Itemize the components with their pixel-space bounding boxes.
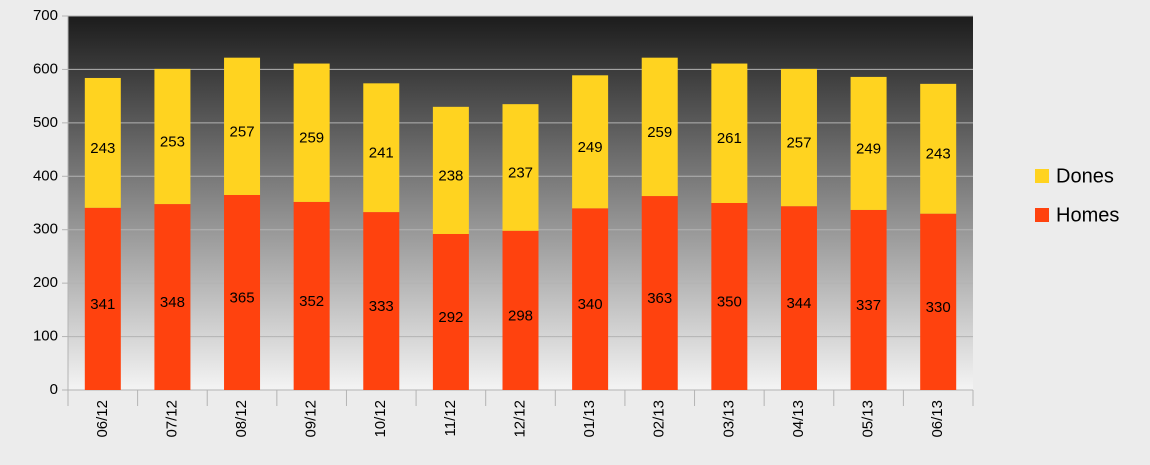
legend-label: Homes [1056,204,1119,226]
bar-segment [432,106,469,234]
data-label: 298 [508,307,533,324]
x-tick-label: 10/12 [372,400,389,438]
data-label: 341 [90,296,115,313]
data-label: 340 [578,296,603,313]
legend-label: Dones [1056,165,1114,187]
y-tick-label: 600 [33,60,58,77]
bar-segment [502,104,539,231]
y-tick-label: 100 [33,328,58,345]
bar-segment [850,76,887,210]
bar-segment [363,83,400,213]
data-label: 257 [230,123,255,140]
y-tick-label: 300 [33,221,58,238]
x-tick-label: 07/12 [163,400,180,438]
bar-segment [572,208,609,390]
x-tick-label: 01/13 [581,400,598,438]
bar-segment [154,204,191,390]
legend-swatch [1035,169,1049,183]
data-label: 363 [647,290,672,307]
data-label: 352 [299,293,324,310]
x-tick-label: 02/13 [651,400,668,438]
data-label: 241 [369,145,394,162]
data-label: 238 [438,167,463,184]
data-label: 257 [786,135,811,152]
legend-swatch [1035,208,1049,222]
bar-segment [920,213,957,390]
data-label: 292 [438,309,463,326]
bar-segment [293,63,330,202]
data-label: 348 [160,294,185,311]
data-label: 243 [926,146,951,163]
x-tick-label: 08/12 [233,400,250,438]
bar-segment [711,63,748,204]
data-label: 350 [717,293,742,310]
bar-segment [502,230,539,390]
bar-segment [293,201,330,390]
data-label: 344 [786,295,811,312]
data-label: 259 [299,130,324,147]
x-tick-label: 06/13 [929,400,946,438]
x-tick-label: 11/12 [442,400,459,436]
bar-segment [711,203,748,390]
data-label: 253 [160,133,185,150]
data-label: 249 [856,140,881,157]
data-label: 243 [90,140,115,157]
y-tick-label: 500 [33,114,58,131]
bar-segment [224,194,261,390]
bar-segment [572,75,609,209]
y-tick-label: 700 [33,7,58,24]
y-tick-label: 200 [33,274,58,291]
bar-segment [363,212,400,390]
bar-segment [224,57,261,195]
x-tick-label: 12/12 [511,400,528,438]
x-tick-label: 09/12 [303,400,320,438]
data-label: 261 [717,130,742,147]
bar-segment [850,209,887,390]
bar-segment [920,83,957,214]
bar-segment [780,206,817,390]
data-label: 333 [369,298,394,315]
data-label: 237 [508,164,533,181]
data-label: 259 [647,124,672,141]
bar-segment [641,57,678,197]
x-tick-label: 06/12 [94,400,111,438]
bar-segment [641,196,678,390]
bar-segment [154,68,191,205]
data-label: 337 [856,297,881,314]
bar-segment [84,207,121,390]
x-tick-label: 04/13 [790,400,807,438]
data-label: 365 [230,289,255,306]
data-label: 249 [578,139,603,156]
x-tick-label: 03/13 [720,400,737,438]
data-label: 330 [926,299,951,316]
y-tick-label: 0 [50,381,58,398]
x-tick-label: 05/13 [860,400,877,438]
bar-segment [780,68,817,207]
bar-segment [432,233,469,390]
bar-segment [84,77,121,208]
y-tick-label: 400 [33,167,58,184]
